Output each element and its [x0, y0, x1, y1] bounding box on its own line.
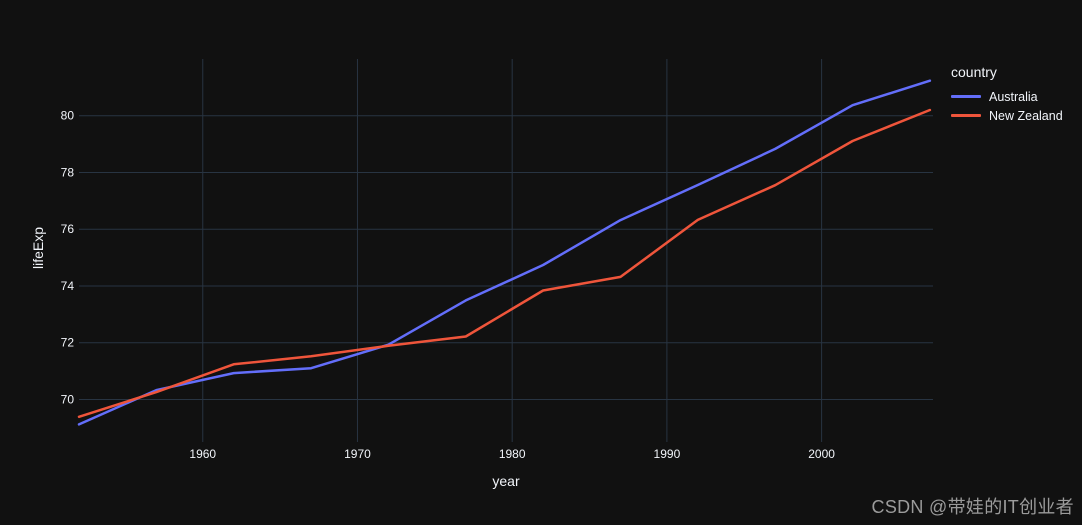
- x-tick-label: 1960: [189, 447, 216, 461]
- y-tick-label: 70: [61, 392, 75, 406]
- x-tick-label: 2000: [808, 447, 835, 461]
- legend-item-new-zealand[interactable]: New Zealand: [951, 106, 1063, 125]
- y-tick-label: 72: [61, 336, 75, 350]
- legend: country Australia New Zealand: [951, 64, 1063, 125]
- legend-label-new-zealand: New Zealand: [989, 108, 1063, 123]
- y-axis-title: lifeExp: [30, 226, 46, 270]
- watermark: CSDN @带娃的IT创业者: [871, 497, 1074, 517]
- y-tick-label: 76: [61, 222, 75, 236]
- line-swatch-australia: [951, 95, 981, 98]
- x-tick-label: 1990: [654, 447, 681, 461]
- y-tick-label: 80: [61, 109, 75, 123]
- y-tick-label: 78: [61, 165, 75, 179]
- line-swatch-new-zealand: [951, 114, 981, 117]
- y-tick-label: 74: [61, 279, 75, 293]
- legend-item-australia[interactable]: Australia: [951, 87, 1063, 106]
- x-axis-title: year: [492, 473, 520, 489]
- legend-title: country: [951, 64, 997, 80]
- series-line-new-zealand[interactable]: [77, 108, 932, 419]
- series-line-australia[interactable]: [77, 79, 932, 426]
- x-tick-label: 1970: [344, 447, 371, 461]
- legend-label-australia: Australia: [989, 89, 1038, 104]
- x-tick-label: 1980: [499, 447, 526, 461]
